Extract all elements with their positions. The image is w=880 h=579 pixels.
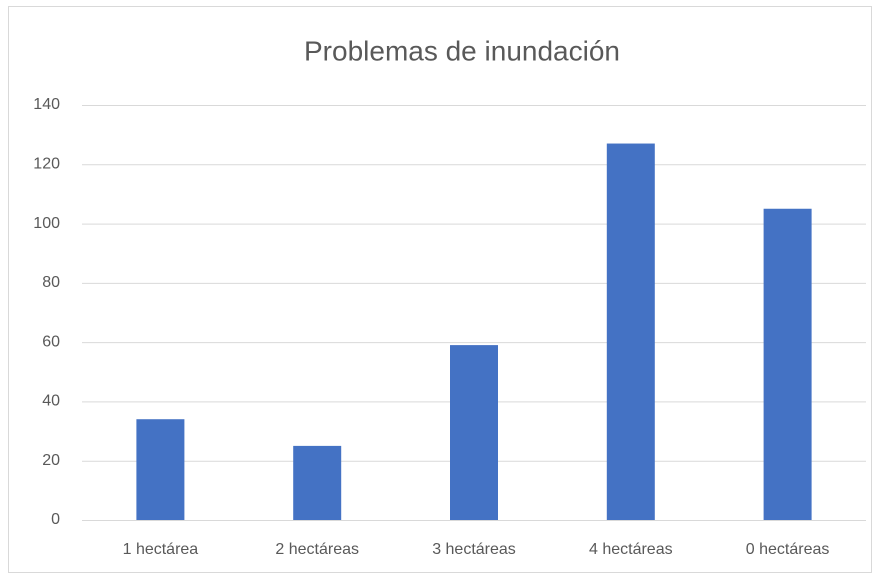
y-tick-label: 60 (42, 333, 60, 350)
bar (763, 208, 812, 520)
y-tick-label: 40 (42, 393, 60, 410)
bar (606, 143, 655, 521)
x-tick-label: 3 hectáreas (432, 541, 516, 558)
y-tick-label: 140 (33, 96, 60, 113)
y-tick-label: 100 (33, 215, 60, 232)
chart-title: Problemas de inundación (304, 35, 620, 66)
y-tick-label: 0 (51, 511, 60, 528)
y-tick-label: 20 (42, 452, 60, 469)
x-tick-label: 1 hectárea (123, 541, 199, 558)
x-tick-label: 4 hectáreas (589, 541, 673, 558)
x-tick-label: 2 hectáreas (275, 541, 359, 558)
y-tick-label: 80 (42, 274, 60, 291)
bar (293, 445, 342, 520)
bar (450, 345, 498, 520)
y-tick-label: 120 (33, 156, 60, 173)
bar (136, 419, 185, 520)
x-tick-label: 0 hectáreas (746, 541, 830, 558)
